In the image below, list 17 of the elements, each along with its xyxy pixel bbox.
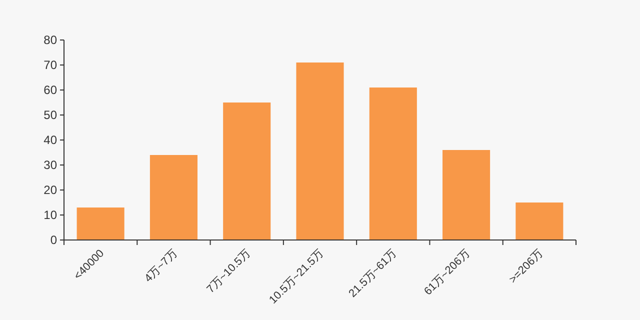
y-tick-label: 20 [44, 183, 58, 197]
bar [150, 155, 198, 240]
bar [223, 102, 271, 240]
bar [516, 202, 564, 240]
bar [442, 150, 490, 240]
bar [76, 208, 124, 240]
y-tick-label: 10 [44, 208, 58, 222]
x-tick-label: 4万~7万 [142, 248, 180, 285]
y-tick-label: 60 [44, 83, 58, 97]
y-tick-label: 40 [44, 133, 58, 147]
bar [369, 88, 417, 240]
y-tick-label: 80 [44, 33, 58, 47]
y-tick-label: 30 [44, 158, 58, 172]
y-tick-label: 50 [44, 108, 58, 122]
bar [296, 62, 344, 240]
y-tick-label: 0 [50, 233, 58, 247]
y-tick-label: 70 [44, 58, 58, 72]
